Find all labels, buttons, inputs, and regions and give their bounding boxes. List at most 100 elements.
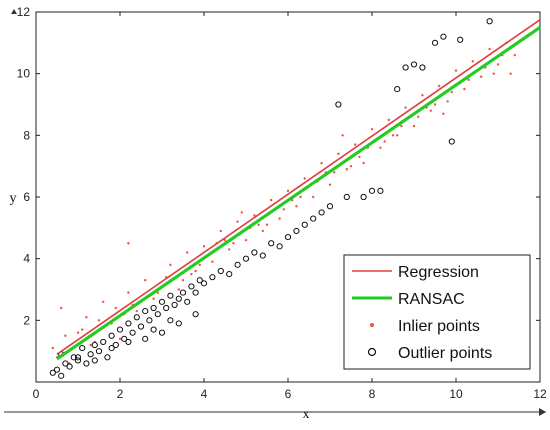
inlier-point [396,134,399,137]
x-tick-label: 10 [449,387,463,401]
inlier-point [232,242,235,245]
outlier-point [142,307,149,315]
inlier-point [454,69,458,72]
outlier-point [74,357,82,364]
inlier-point [333,171,336,174]
outlier-point [448,138,455,145]
outlier-point [242,255,250,262]
outlier-point [163,304,170,312]
inlier-point [429,109,432,112]
inlier-point [169,263,172,267]
legend-label: RANSAC [398,291,465,308]
inlier-point [240,211,243,214]
outlier-point [129,329,136,336]
inlier-point [144,279,147,282]
outlier-point [95,348,103,355]
inlier-point [421,94,424,97]
outlier-point [116,326,124,333]
inlier-point [270,198,273,202]
outlier-point [142,335,149,342]
inlier-point [391,134,395,137]
inlier-point [438,84,441,88]
outlier-point [192,311,199,318]
outlier-point [318,209,325,216]
outlier-point [70,354,77,361]
outlier-point [343,193,350,201]
outlier-point [179,289,187,296]
inlier-point [349,164,353,168]
inlier-point [295,205,298,208]
inlier-point [513,53,516,57]
y-tick-label: 6 [23,190,30,204]
outlier-point [91,357,98,364]
outlier-point [457,36,464,43]
inlier-point [467,78,470,82]
inlier-point [383,140,386,143]
outlier-point [326,203,334,210]
inlier-point [492,72,495,75]
outlier-point [209,274,216,281]
outlier-point [175,295,182,302]
inlier-point [379,146,382,149]
inlier-point [127,291,130,294]
x-tick-label: 12 [533,387,547,401]
outlier-point [402,64,409,71]
labels-layer: 0 2 4 6 8 10 12 2 4 6 8 10 12 x y [10,5,547,422]
inlier-point [64,334,67,337]
inlier-point [127,242,130,245]
inlier-point [202,245,206,248]
inlier-point [194,269,197,273]
x-tick-label: 0 [33,387,40,401]
inlier-point [496,63,500,66]
outlier-point [150,304,157,312]
inlier-point [156,291,159,294]
outlier-point [100,338,107,346]
inlier-point [446,100,449,103]
outlier-point [91,341,98,349]
x-axis-label: x [303,407,310,422]
inlier-point [362,161,365,165]
outlier-point [137,323,145,330]
y-tick-label: 10 [17,67,31,81]
outlier-point [53,366,61,373]
outlier-point [368,187,376,194]
inlier-point [89,343,92,347]
outlier-point [79,344,86,352]
inlier-point [51,346,54,350]
outlier-point [251,249,258,256]
y-axis-arrowhead [11,9,17,14]
y-tick-label: 8 [23,128,30,142]
axes-layer [4,9,546,416]
inlier-point [404,106,407,109]
outlier-point [171,301,178,309]
outlier-point [268,240,275,247]
outlier-point [259,252,266,259]
outlier-point [158,329,166,336]
outlier-point [154,311,161,318]
inlier-point [228,248,231,251]
outlier-point [112,341,119,349]
outlier-point [158,298,166,305]
outlier-point [394,85,401,93]
outlier-point [310,215,317,222]
outlier-point [66,363,73,370]
regression-line-overlay [56,19,541,355]
inlier-point [312,195,315,199]
legend-swatch [370,323,374,327]
outlier-point [62,360,69,367]
inlier-point [488,47,491,51]
outlier-point [87,351,94,358]
outlier-point [234,261,241,268]
inlier-point [433,103,437,106]
outlier-point [150,326,157,333]
legend: Regression RANSAC Inlier points Outlier poi… [343,254,531,370]
outlier-point [284,233,292,241]
inlier-point [354,143,357,146]
inlier-point [450,90,453,94]
inlier-point [442,112,445,115]
outlier-point [175,320,182,327]
outlier-point [440,33,447,40]
y-tick-label: 12 [17,5,31,19]
